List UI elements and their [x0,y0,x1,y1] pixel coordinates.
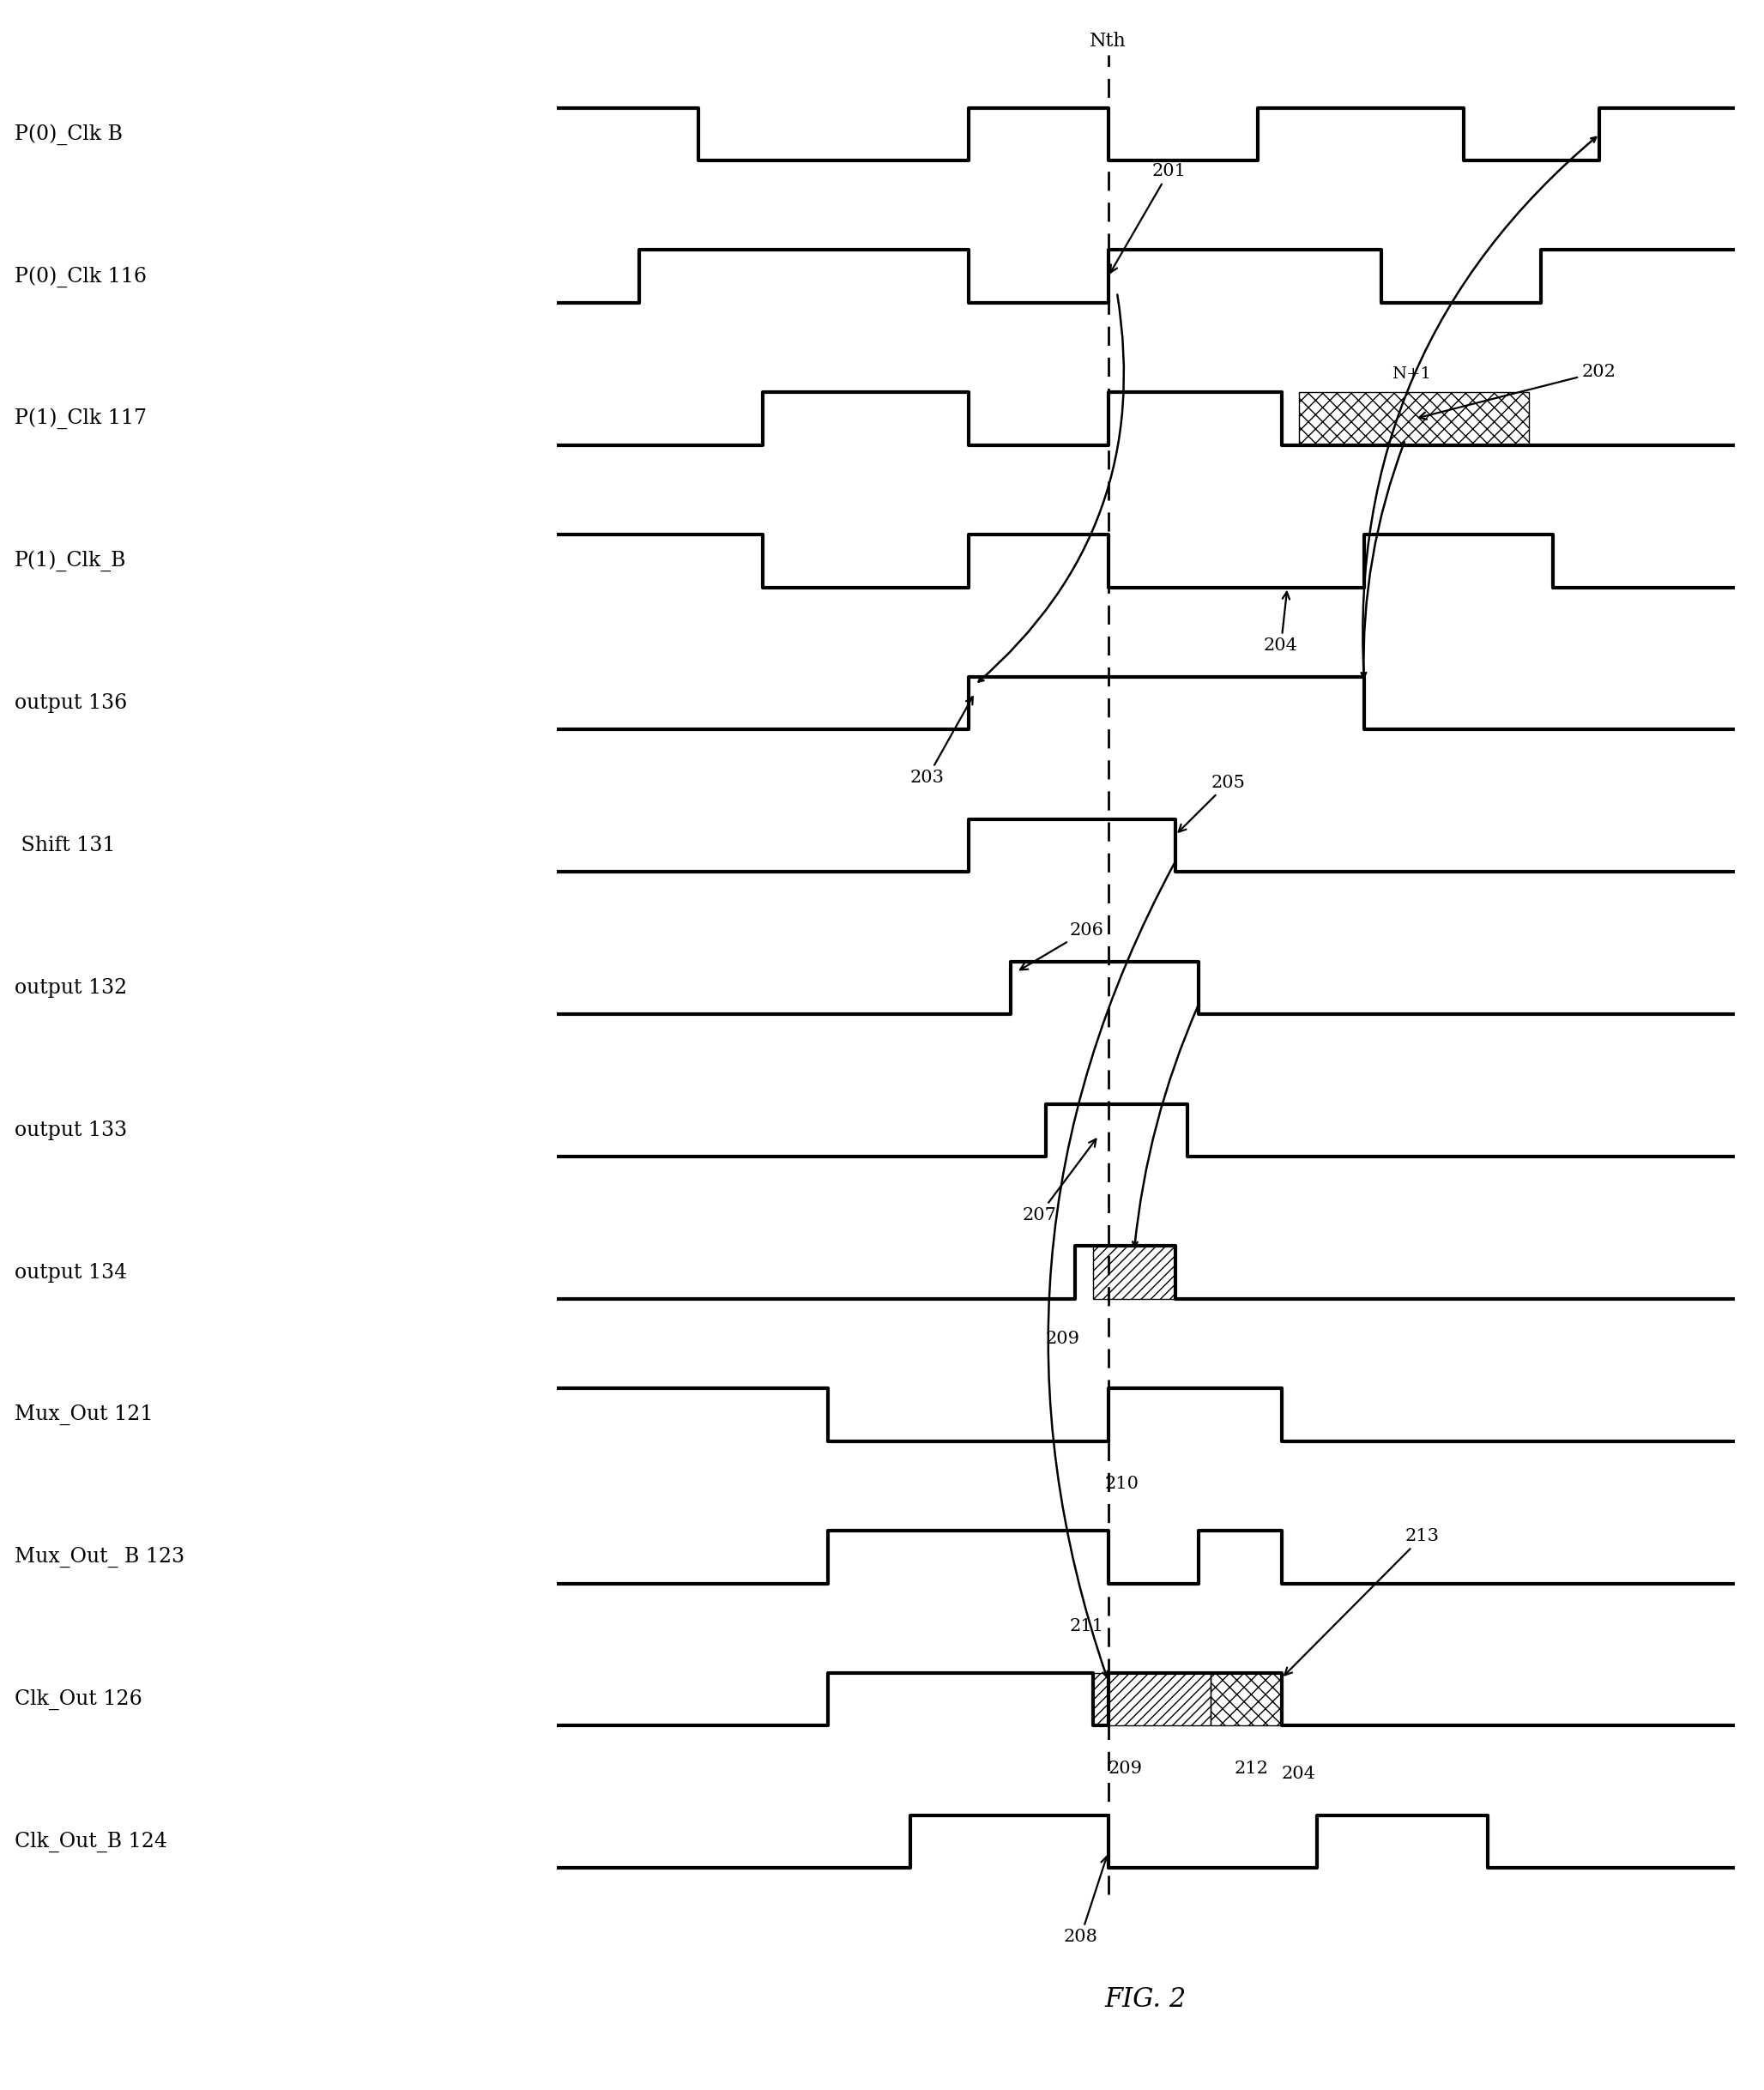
Text: P(0)_Clk 116: P(0)_Clk 116 [14,265,146,286]
Text: Clk_Out_B 124: Clk_Out_B 124 [14,1831,168,1852]
Text: Mux_Out_ B 123: Mux_Out_ B 123 [14,1547,185,1568]
Text: 204: 204 [1263,591,1298,654]
Text: output 133: output 133 [14,1120,127,1139]
Text: 213: 213 [1284,1528,1439,1674]
Text: 201: 201 [1110,163,1185,272]
Text: P(0)_Clk B: P(0)_Clk B [14,123,123,144]
Text: P(1)_Clk 117: P(1)_Clk 117 [14,408,146,428]
Text: output 134: output 134 [14,1262,127,1283]
Text: 212: 212 [1235,1760,1268,1776]
Text: 206: 206 [1020,922,1104,970]
Text: 208: 208 [1064,1856,1108,1946]
Text: P(1)_Clk_B: P(1)_Clk_B [14,550,127,573]
Text: 207: 207 [1021,1139,1095,1223]
Text: Shift 131: Shift 131 [14,836,115,855]
Text: 203: 203 [910,696,972,786]
Text: 205: 205 [1178,775,1245,832]
Bar [1094,1246,1175,1298]
Text: 204: 204 [1281,1766,1316,1783]
Text: Clk_Out 126: Clk_Out 126 [14,1689,143,1710]
Text: Nth: Nth [1090,31,1127,50]
Text: 202: 202 [1418,364,1616,420]
Text: 209: 209 [1108,1760,1143,1776]
Text: output 136: output 136 [14,694,127,713]
Text: 209: 209 [1046,1331,1080,1348]
Bar [1210,1672,1281,1726]
Text: FIG. 2: FIG. 2 [1104,1985,1187,2013]
Text: 211: 211 [1069,1618,1104,1634]
Text: Mux_Out 121: Mux_Out 121 [14,1404,153,1425]
Bar [1298,393,1529,445]
Text: output 132: output 132 [14,978,127,997]
Text: 210: 210 [1104,1476,1140,1492]
Bar [1094,1672,1210,1726]
Text: N+1: N+1 [1392,366,1431,382]
